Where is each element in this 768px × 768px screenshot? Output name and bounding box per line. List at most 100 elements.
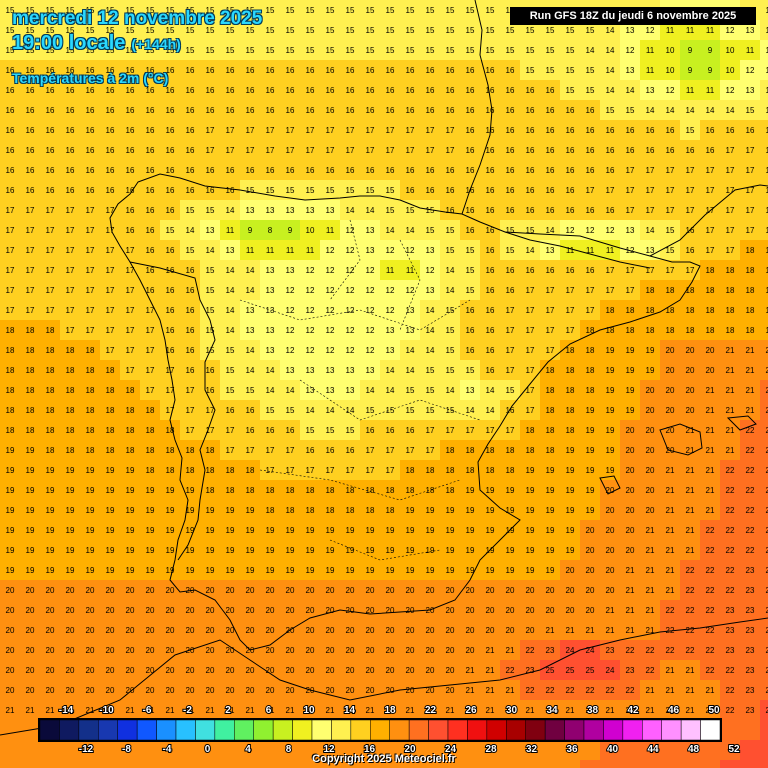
field-cell (20, 400, 40, 420)
temperature-value: 20 (146, 646, 155, 655)
temperature-value: 13 (286, 366, 295, 375)
field-cell (620, 40, 640, 60)
field-cell (160, 100, 180, 120)
temperature-value: 20 (66, 606, 75, 615)
field-cell (140, 80, 160, 100)
field-cell (680, 380, 700, 400)
temperature-value: 19 (166, 486, 175, 495)
field-cell (60, 120, 80, 140)
temperature-value: 20 (46, 606, 55, 615)
temperature-value: 17 (126, 246, 135, 255)
field-cell (500, 180, 520, 200)
field-cell (380, 420, 400, 440)
temperature-value: 16 (586, 266, 595, 275)
field-cell (400, 620, 420, 640)
temperature-value: 20 (86, 686, 95, 695)
temperature-value: 19 (86, 486, 95, 495)
temperature-value: 22 (526, 686, 535, 695)
field-cell (480, 80, 500, 100)
field-cell (240, 460, 260, 480)
field-cell (520, 60, 540, 80)
temperature-value: 20 (506, 586, 515, 595)
temperature-value: 18 (6, 406, 15, 415)
field-cell (760, 220, 768, 240)
field-cell (560, 600, 580, 620)
temperature-value: 15 (286, 6, 295, 15)
field-cell (760, 180, 768, 200)
field-cell (140, 0, 160, 20)
temperature-value: 20 (26, 686, 35, 695)
temperature-value: 17 (106, 306, 115, 315)
field-cell (480, 440, 500, 460)
field-cell (0, 720, 20, 740)
field-cell (60, 400, 80, 420)
temperature-value: 11 (706, 86, 715, 95)
temperature-value: 20 (546, 586, 555, 595)
temperature-value: 17 (666, 266, 675, 275)
temperature-value: 19 (146, 506, 155, 515)
field-cell (300, 560, 320, 580)
temperature-value: 20 (286, 666, 295, 675)
field-cell (740, 220, 760, 240)
temperature-value: 17 (726, 246, 735, 255)
field-cell (640, 280, 660, 300)
field-cell (740, 540, 760, 560)
field-cell (200, 80, 220, 100)
field-cell (300, 80, 320, 100)
field-cell (240, 120, 260, 140)
field-cell (720, 200, 740, 220)
temperature-value: 15 (546, 26, 555, 35)
field-cell (760, 140, 768, 160)
field-cell (320, 400, 340, 420)
field-cell (580, 600, 600, 620)
temperature-value: 19 (366, 566, 375, 575)
temperature-value: 11 (566, 246, 575, 255)
field-cell (100, 360, 120, 380)
field-cell (380, 260, 400, 280)
temperature-value: 19 (26, 446, 35, 455)
temperature-value: 13 (266, 306, 275, 315)
field-cell (220, 20, 240, 40)
temperature-value: 17 (246, 446, 255, 455)
field-cell (260, 440, 280, 460)
temperature-value: 22 (706, 586, 715, 595)
field-cell (660, 340, 680, 360)
field-cell (280, 400, 300, 420)
field-cell (700, 260, 720, 280)
temperature-value: 17 (6, 286, 15, 295)
temperature-value: 16 (366, 86, 375, 95)
temperature-value: 22 (746, 546, 755, 555)
field-cell (160, 280, 180, 300)
temperature-value: 18 (746, 266, 755, 275)
field-cell (280, 120, 300, 140)
temperature-value: 15 (206, 266, 215, 275)
temperature-value: 18 (626, 326, 635, 335)
temperature-value: 18 (326, 486, 335, 495)
field-cell (720, 300, 740, 320)
field-cell (600, 540, 620, 560)
field-cell (680, 200, 700, 220)
temperature-value: 19 (566, 466, 575, 475)
temperature-value: 15 (426, 406, 435, 415)
temperature-value: 19 (86, 466, 95, 475)
field-cell (680, 60, 700, 80)
field-cell (180, 520, 200, 540)
field-cell (420, 80, 440, 100)
temperature-value: 15 (346, 46, 355, 55)
field-cell (280, 560, 300, 580)
field-cell (720, 220, 740, 240)
field-cell (0, 140, 20, 160)
field-cell (440, 280, 460, 300)
field-cell (140, 360, 160, 380)
field-cell (640, 440, 660, 460)
field-cell (220, 580, 240, 600)
temperature-value: 20 (606, 586, 615, 595)
field-cell (80, 480, 100, 500)
temperature-value: 14 (266, 366, 275, 375)
temperature-value: 18 (706, 326, 715, 335)
field-cell (20, 460, 40, 480)
temperature-value: 19 (26, 486, 35, 495)
field-cell (540, 40, 560, 60)
temperature-value: 18 (446, 466, 455, 475)
